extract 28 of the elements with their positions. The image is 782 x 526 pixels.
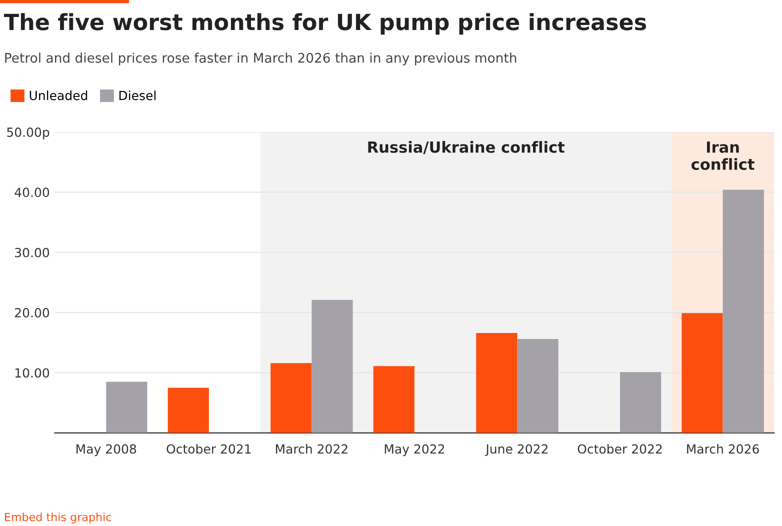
bar xyxy=(168,388,209,433)
bar xyxy=(620,372,662,433)
bar xyxy=(373,366,414,433)
x-tick-label: June 2022 xyxy=(485,444,548,456)
chart-subtitle: Petrol and diesel prices rose faster in March 2026 than in any previous month xyxy=(5,52,516,66)
x-tick-label: October 2021 xyxy=(166,444,251,454)
bar xyxy=(270,363,312,433)
x-tick-label: May 2008 xyxy=(76,444,136,456)
bar xyxy=(517,339,558,433)
y-tick-label: 50.00p xyxy=(7,128,50,140)
chart-title: The five worst months for UK pump price increases xyxy=(4,13,646,35)
y-tick-label: 10.00 xyxy=(15,368,50,378)
y-tick-label: 40.00 xyxy=(14,188,50,198)
x-tick-label: October 2022 xyxy=(578,444,662,454)
bar xyxy=(312,300,353,433)
x-tick-label: March 2022 xyxy=(276,444,348,454)
x-tick-label: May 2022 xyxy=(384,444,444,456)
text: Embed this graphic xyxy=(5,512,112,524)
y-tick-label: 30.00 xyxy=(15,248,50,258)
x-tick-label: March 2026 xyxy=(687,444,759,454)
bar xyxy=(106,382,148,433)
y-tick-label: 20.00 xyxy=(15,308,50,318)
bar xyxy=(682,313,723,433)
legend-label: Diesel xyxy=(119,90,156,100)
band-label: Russia/Ukraine conflict xyxy=(368,141,565,154)
legend-label: Unleaded xyxy=(30,90,88,100)
band-label: Iran conflict xyxy=(691,142,754,170)
bar xyxy=(476,333,518,433)
